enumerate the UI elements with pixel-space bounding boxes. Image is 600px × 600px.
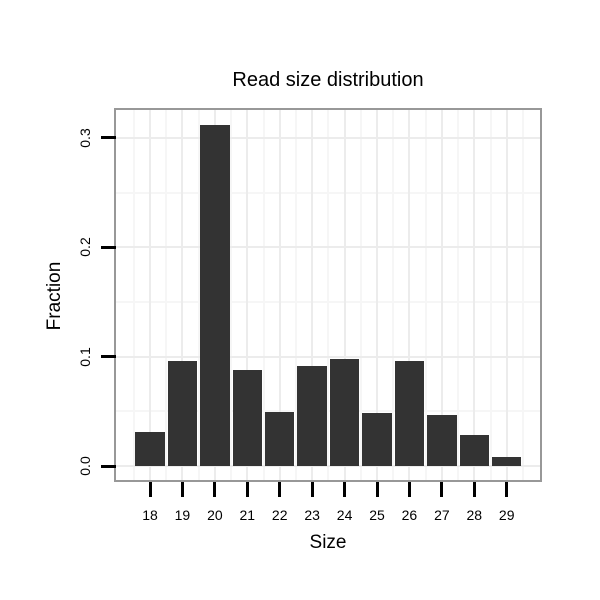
gridline-major-v xyxy=(278,110,281,480)
x-axis-tick xyxy=(407,482,411,497)
bar xyxy=(491,457,522,466)
y-axis-tick xyxy=(101,245,116,249)
gridline-minor-v xyxy=(294,110,297,480)
bar xyxy=(167,360,198,466)
gridline-minor-v xyxy=(457,110,460,480)
gridline-major-v xyxy=(440,110,443,480)
gridline-minor-v xyxy=(165,110,168,480)
gridline-major-v xyxy=(246,110,249,480)
bar xyxy=(459,435,490,466)
x-axis-tick xyxy=(278,482,282,497)
x-tick-label: 25 xyxy=(369,507,385,523)
gridline-minor-v xyxy=(230,110,233,480)
y-tick-label: 0.2 xyxy=(77,237,93,257)
gridline-major-v xyxy=(505,110,508,480)
gridline-minor-v xyxy=(392,110,395,480)
plot-panel xyxy=(114,108,542,482)
x-tick-label: 27 xyxy=(434,507,450,523)
x-tick-label: 20 xyxy=(207,507,223,523)
x-tick-label: 22 xyxy=(271,507,288,523)
x-tick-label: 26 xyxy=(401,507,418,523)
gridline-major-v xyxy=(473,110,476,480)
x-axis-tick xyxy=(505,482,509,497)
x-tick-label: 24 xyxy=(336,507,353,523)
gridline-minor-v xyxy=(359,110,362,480)
gridline-minor-v xyxy=(197,110,200,480)
y-tick-label: 0.1 xyxy=(77,346,93,367)
gridline-major-h xyxy=(116,246,540,249)
y-tick-label: 0.0 xyxy=(77,456,93,476)
x-tick-label: 23 xyxy=(304,507,320,523)
gridline-major-h xyxy=(116,465,540,467)
x-axis-tick xyxy=(180,482,184,497)
gridline-major-v xyxy=(343,110,346,480)
gridline-major-v xyxy=(376,110,378,480)
gridline-minor-v xyxy=(327,110,330,480)
x-tick-label: 28 xyxy=(466,507,483,523)
gridline-major-v xyxy=(181,110,184,480)
gridline-minor-v xyxy=(262,110,265,480)
y-axis-tick xyxy=(101,136,116,140)
x-tick-label: 19 xyxy=(174,507,191,523)
x-tick-label: 18 xyxy=(142,507,158,523)
x-axis-tick xyxy=(310,482,314,497)
bar xyxy=(135,432,165,466)
x-axis-tick xyxy=(343,482,347,497)
gridline-major-v xyxy=(149,110,151,480)
y-axis-tick xyxy=(101,355,116,359)
bar xyxy=(297,366,327,466)
y-axis-title: Fraction xyxy=(44,261,65,331)
x-axis-tick xyxy=(440,482,444,497)
bar xyxy=(264,412,295,466)
x-tick-label: 29 xyxy=(498,507,515,523)
bar xyxy=(329,358,360,466)
gridline-minor-v xyxy=(132,110,135,480)
chart-title: Read size distribution xyxy=(232,69,424,91)
x-axis-tick xyxy=(245,482,249,497)
x-axis-tick xyxy=(213,482,217,497)
gridline-minor-v xyxy=(489,110,492,480)
bar xyxy=(362,413,392,466)
bar xyxy=(394,360,425,466)
gridline-major-h xyxy=(116,136,540,139)
y-tick-label: 0.3 xyxy=(77,128,93,148)
bar xyxy=(427,414,457,466)
gridline-major-h xyxy=(116,355,540,358)
x-axis-tick xyxy=(472,482,476,497)
y-axis-tick xyxy=(101,464,116,468)
x-axis-tick xyxy=(375,482,379,497)
bar xyxy=(232,369,263,466)
x-axis-title: Size xyxy=(309,532,347,553)
gridline-minor-v xyxy=(521,110,524,480)
gridline-minor-v xyxy=(424,110,427,480)
gridline-major-v xyxy=(408,110,411,480)
x-tick-label: 21 xyxy=(239,507,256,523)
gridline-major-v xyxy=(311,110,314,480)
x-axis-tick xyxy=(148,482,152,497)
bar xyxy=(200,124,230,466)
